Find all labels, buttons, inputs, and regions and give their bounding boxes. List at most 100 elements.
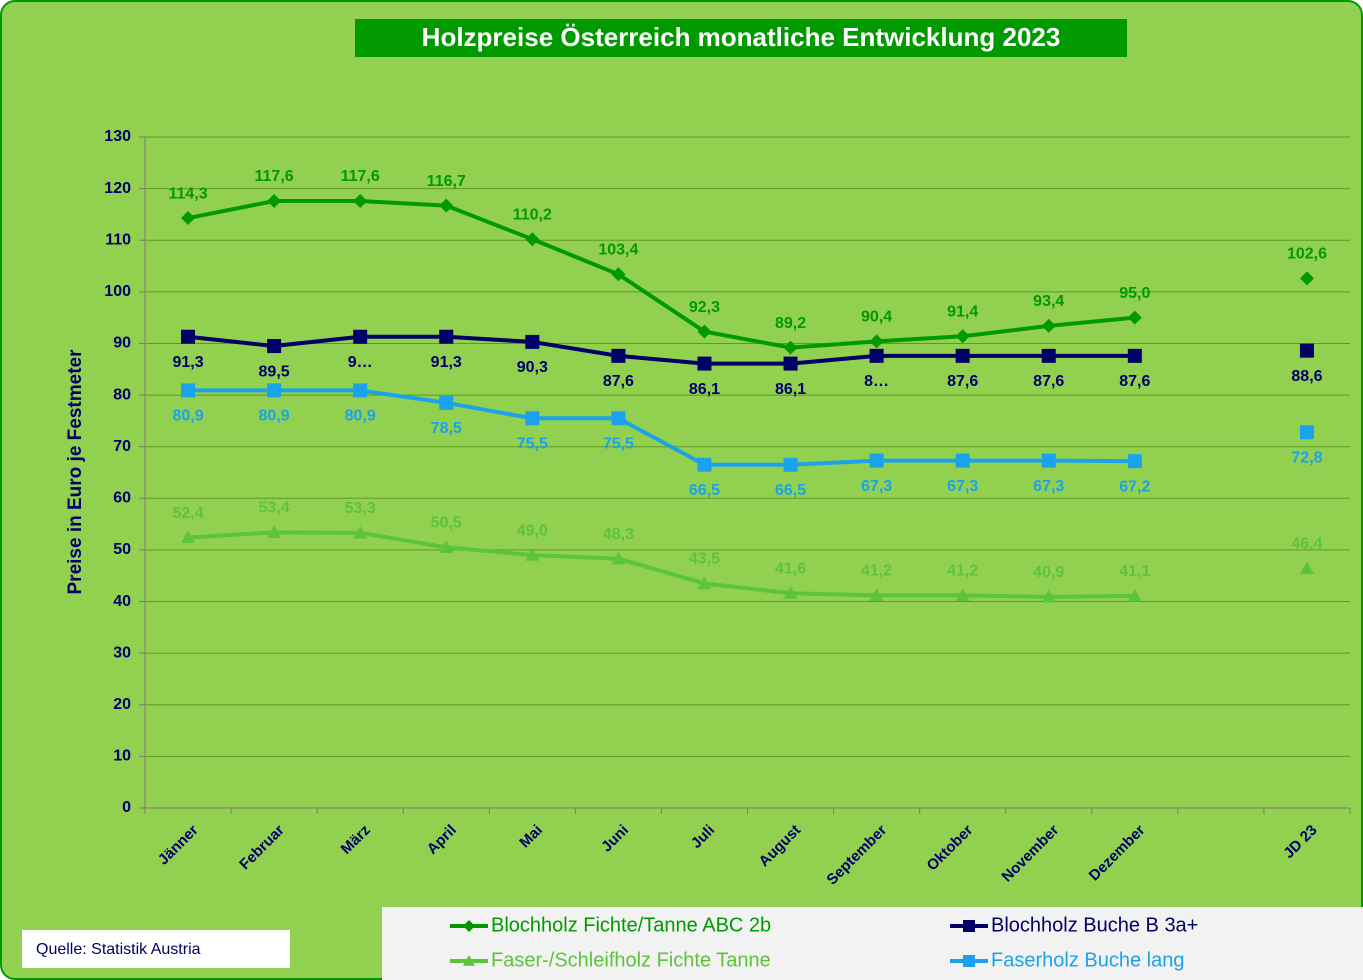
data-label: 78,5 xyxy=(431,420,462,437)
point xyxy=(353,329,368,344)
point xyxy=(525,334,540,349)
source: Quelle: Statistik Austria xyxy=(36,941,201,958)
data-label: 41,2 xyxy=(947,563,978,580)
data-label: 53,4 xyxy=(259,500,290,517)
data-label: 89,5 xyxy=(259,363,290,380)
point xyxy=(955,588,970,601)
point xyxy=(525,411,540,426)
point xyxy=(1299,561,1314,575)
point xyxy=(869,334,884,349)
point xyxy=(611,411,626,426)
point xyxy=(955,348,970,363)
y-tick-label: 100 xyxy=(104,283,131,300)
data-label: 91,3 xyxy=(431,354,462,371)
data-label: 41,2 xyxy=(861,563,892,580)
y-tick-label: 120 xyxy=(104,180,131,197)
legend-box xyxy=(382,907,1363,980)
y-axis-label: Preise in Euro je Festmeter xyxy=(65,349,86,595)
point xyxy=(697,576,712,590)
data-label: 80,9 xyxy=(345,408,376,425)
y-tick-label: 0 xyxy=(122,799,131,816)
data-label: 46,4 xyxy=(1291,536,1322,553)
point xyxy=(353,194,368,209)
data-label: 92,3 xyxy=(689,299,720,316)
data-label: 8… xyxy=(864,373,889,390)
y-tick-label: 80 xyxy=(113,386,131,403)
data-label: 75,5 xyxy=(517,436,548,453)
point xyxy=(955,453,970,468)
point xyxy=(963,920,975,932)
data-label: 49,0 xyxy=(517,522,548,539)
data-label: 87,6 xyxy=(1119,373,1150,390)
data-label: 80,9 xyxy=(172,408,203,425)
title-box xyxy=(355,19,1127,57)
point xyxy=(783,356,798,371)
data-label: 41,1 xyxy=(1119,563,1150,580)
data-label: 86,1 xyxy=(775,381,806,398)
point xyxy=(1041,348,1056,363)
data-label: 43,5 xyxy=(689,551,720,568)
data-label: 91,4 xyxy=(947,303,978,320)
y-tick-label: 70 xyxy=(113,438,131,455)
point xyxy=(439,540,454,553)
point xyxy=(1127,348,1142,363)
y-tick-label: 50 xyxy=(113,541,131,558)
point xyxy=(783,340,798,355)
point xyxy=(181,211,196,226)
point xyxy=(525,548,540,561)
point xyxy=(181,530,196,544)
source-box xyxy=(22,930,290,968)
data-label: 80,9 xyxy=(259,408,290,425)
data-label: 116,7 xyxy=(427,173,466,190)
y-tick-label: 130 xyxy=(104,128,131,145)
data-label: 48,3 xyxy=(603,526,634,543)
data-label: 52,4 xyxy=(172,505,203,522)
point xyxy=(463,920,475,932)
point xyxy=(783,457,798,472)
y-tick-label: 30 xyxy=(113,644,131,661)
point xyxy=(1299,425,1314,440)
y-tick-label: 40 xyxy=(113,593,131,610)
data-label: 114,3 xyxy=(168,185,207,202)
point xyxy=(783,586,798,599)
data-label: 72,8 xyxy=(1291,449,1322,466)
y-tick-label: 10 xyxy=(113,748,131,765)
legend-label: Blochholz Buche B 3a+ xyxy=(991,914,1198,936)
point xyxy=(267,194,282,209)
data-label: 41,6 xyxy=(775,560,806,577)
point xyxy=(1041,318,1056,333)
point xyxy=(697,457,712,472)
point xyxy=(463,955,475,966)
data-label: 86,1 xyxy=(689,381,720,398)
data-label: 67,3 xyxy=(861,478,892,495)
data-label: 67,3 xyxy=(1033,478,1064,495)
point xyxy=(353,383,368,398)
data-label: 102,6 xyxy=(1287,246,1327,263)
data-label: 66,5 xyxy=(775,482,806,499)
data-label: 90,3 xyxy=(517,359,548,376)
y-tick-label: 110 xyxy=(105,231,131,248)
point xyxy=(1127,454,1142,469)
point xyxy=(353,525,368,539)
point xyxy=(525,232,540,247)
point xyxy=(611,267,626,282)
point xyxy=(955,329,970,344)
data-label: 40,9 xyxy=(1033,564,1064,581)
data-label: 9… xyxy=(348,354,373,371)
legend-label: Faser-/Schleifholz Fichte Tanne xyxy=(491,949,771,971)
data-label: 67,2 xyxy=(1119,478,1150,495)
data-label: 53,3 xyxy=(345,500,376,517)
point xyxy=(181,383,196,398)
data-label: 90,4 xyxy=(861,309,892,326)
data-label: 117,6 xyxy=(341,168,380,185)
data-label: 87,6 xyxy=(1033,373,1064,390)
data-label: 117,6 xyxy=(255,168,294,185)
legend-label: Faserholz Buche lang xyxy=(991,949,1184,971)
data-label: 67,3 xyxy=(947,478,978,495)
data-label: 87,6 xyxy=(947,373,978,390)
data-label: 89,2 xyxy=(775,315,806,332)
point xyxy=(439,198,454,213)
